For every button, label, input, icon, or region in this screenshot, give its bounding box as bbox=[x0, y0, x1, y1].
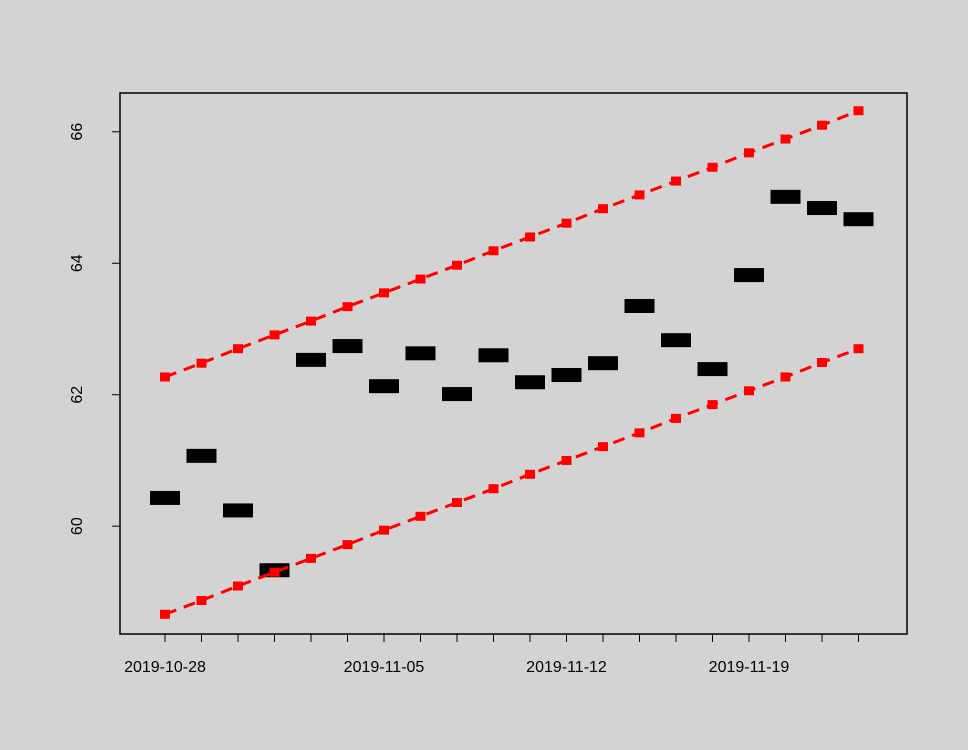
point bbox=[269, 330, 280, 340]
point bbox=[853, 106, 864, 116]
point bbox=[624, 298, 655, 313]
point bbox=[452, 498, 462, 508]
x-tick-label: 2019-11-19 bbox=[709, 659, 790, 676]
point bbox=[442, 387, 472, 402]
x-tick-label: 2019-10-28 bbox=[124, 659, 206, 676]
point bbox=[525, 232, 535, 242]
point bbox=[296, 352, 326, 367]
plot-box bbox=[119, 92, 908, 635]
point bbox=[478, 348, 509, 363]
series-line bbox=[164, 347, 860, 616]
point bbox=[707, 162, 718, 172]
point bbox=[369, 379, 399, 394]
point bbox=[306, 553, 316, 563]
point bbox=[186, 448, 217, 463]
point bbox=[634, 190, 645, 200]
point bbox=[306, 316, 316, 326]
point bbox=[598, 204, 608, 214]
point bbox=[707, 400, 718, 410]
point bbox=[150, 490, 180, 505]
point bbox=[671, 413, 681, 423]
point bbox=[661, 333, 691, 348]
point bbox=[697, 362, 728, 377]
point bbox=[634, 428, 645, 438]
point bbox=[342, 540, 353, 550]
point bbox=[588, 356, 618, 371]
point bbox=[196, 595, 207, 605]
point bbox=[843, 212, 874, 227]
point bbox=[770, 189, 801, 204]
point bbox=[379, 525, 389, 535]
point bbox=[415, 274, 426, 284]
point bbox=[561, 455, 572, 465]
series-line bbox=[164, 109, 860, 379]
point bbox=[734, 268, 764, 283]
y-tick-label: 62 bbox=[69, 386, 86, 404]
point bbox=[233, 581, 243, 591]
point bbox=[415, 511, 426, 521]
y-tick-label: 66 bbox=[69, 123, 86, 141]
point bbox=[780, 134, 791, 144]
point bbox=[817, 358, 827, 368]
point bbox=[379, 288, 389, 298]
point bbox=[807, 201, 837, 216]
point bbox=[853, 344, 864, 354]
point bbox=[817, 120, 827, 130]
point bbox=[780, 372, 791, 382]
point bbox=[233, 344, 243, 354]
y-tick-label: 60 bbox=[69, 517, 86, 535]
point bbox=[515, 375, 545, 390]
point bbox=[551, 368, 582, 383]
point bbox=[671, 176, 681, 186]
point bbox=[332, 339, 363, 354]
x-tick-label: 2019-11-05 bbox=[344, 659, 425, 676]
point bbox=[488, 246, 499, 256]
point bbox=[744, 148, 754, 158]
point bbox=[196, 358, 207, 368]
point bbox=[342, 302, 353, 312]
point bbox=[405, 346, 436, 361]
point bbox=[160, 609, 170, 619]
point bbox=[223, 503, 253, 518]
point bbox=[269, 567, 280, 577]
point bbox=[160, 372, 170, 382]
y-tick-label: 64 bbox=[69, 254, 86, 272]
point bbox=[488, 484, 499, 494]
point bbox=[744, 386, 754, 396]
point bbox=[452, 260, 462, 270]
point bbox=[598, 442, 608, 452]
x-tick-label: 2019-11-12 bbox=[526, 659, 607, 676]
point bbox=[525, 469, 535, 479]
point bbox=[561, 218, 572, 228]
